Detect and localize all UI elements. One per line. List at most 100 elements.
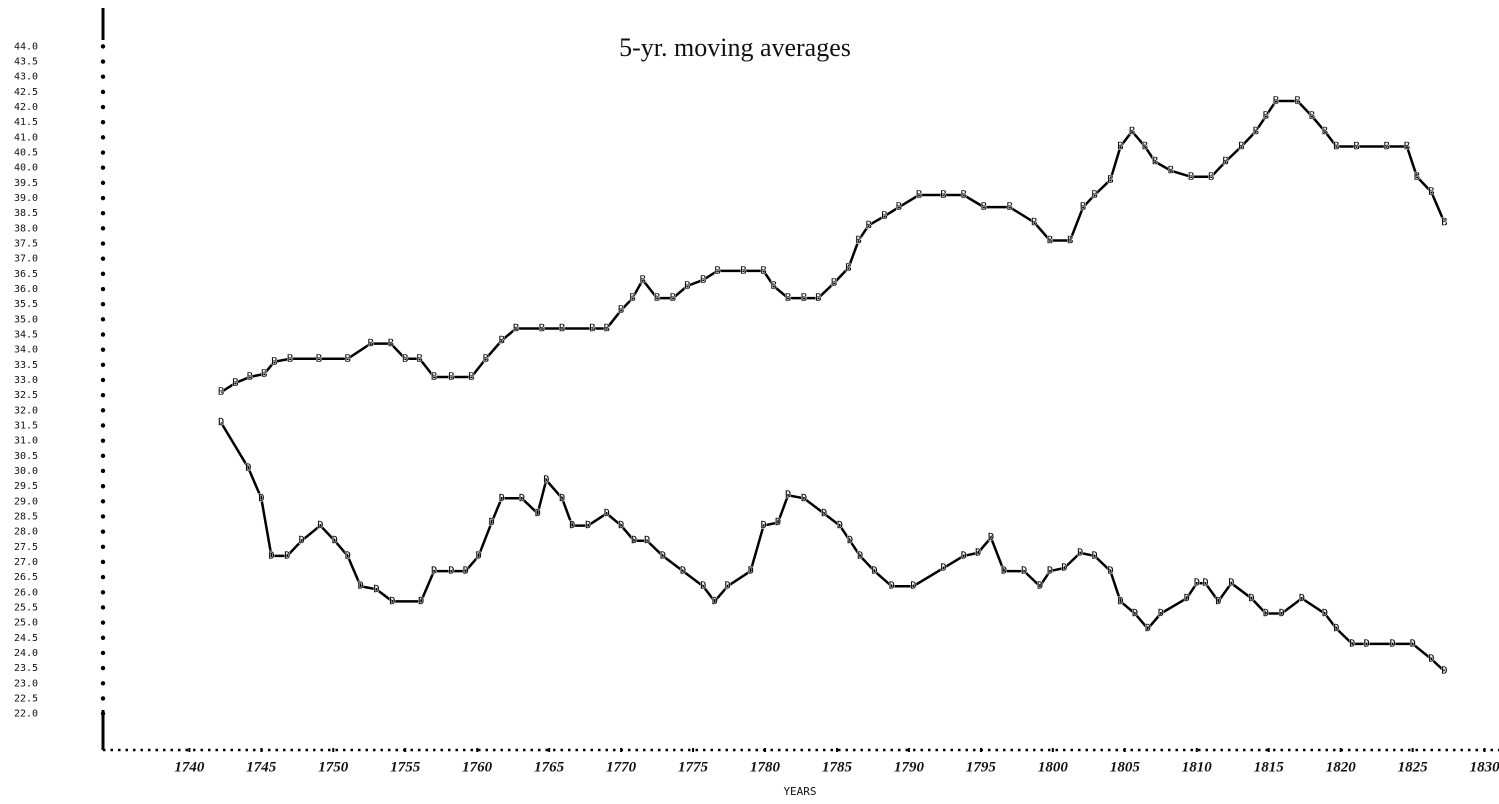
point-marker: D	[975, 546, 982, 559]
y-tick-label: 37.0	[14, 254, 38, 265]
y-tick-mark	[100, 711, 106, 716]
x-tick-label: 1750	[318, 759, 349, 775]
point-marker: D	[1091, 549, 1098, 562]
point-marker: D	[724, 579, 731, 592]
y-tick-label: 33.0	[14, 375, 38, 386]
y-tick-mark	[100, 681, 106, 686]
point-marker: B	[654, 291, 661, 304]
point-marker: B	[1404, 139, 1411, 152]
y-tick-mark	[100, 89, 106, 95]
point-marker: D	[518, 491, 525, 504]
point-marker: D	[1157, 607, 1164, 620]
point-marker: D	[268, 549, 275, 562]
point-marker: D	[1021, 564, 1028, 577]
point-marker: D	[821, 506, 828, 519]
point-marker: B	[498, 334, 505, 347]
point-marker: B	[760, 264, 767, 277]
y-tick-label: 28.5	[14, 511, 38, 522]
point-marker: B	[1333, 139, 1340, 152]
point-marker: D	[1183, 591, 1190, 604]
point-marker: D	[1047, 564, 1054, 577]
y-tick-label: 27.0	[14, 557, 38, 568]
point-marker: D	[775, 516, 782, 529]
point-marker: B	[416, 352, 423, 365]
y-tick-mark	[100, 468, 106, 474]
point-marker: D	[258, 491, 265, 504]
point-marker: D	[475, 549, 482, 562]
point-marker: B	[539, 321, 546, 334]
point-marker: D	[245, 461, 252, 474]
y-tick-label: 40.5	[14, 148, 38, 159]
x-tick-label: 1755	[390, 759, 421, 775]
y-tick-mark	[100, 210, 106, 216]
point-marker: B	[603, 321, 610, 334]
y-tick-label: 30.0	[14, 466, 38, 477]
y-tick-mark	[100, 74, 106, 79]
point-marker: D	[1299, 591, 1306, 604]
point-marker: B	[1238, 139, 1245, 152]
point-marker: B	[940, 188, 947, 201]
x-tick-label: 1785	[822, 759, 853, 775]
point-marker: B	[1152, 155, 1159, 168]
y-tick-mark	[100, 256, 106, 261]
y-tick-label: 35.5	[14, 299, 38, 310]
point-marker: D	[431, 564, 438, 577]
y-tick-label: 29.5	[14, 481, 38, 492]
y-tick-mark	[100, 120, 106, 125]
y-tick-label: 39.5	[14, 178, 38, 189]
point-marker: D	[1193, 576, 1200, 589]
point-marker: D	[1441, 664, 1448, 677]
point-marker: B	[618, 303, 625, 316]
point-marker: B	[815, 291, 822, 304]
x-tick-label: 1740	[174, 759, 205, 775]
point-marker: D	[1107, 564, 1114, 577]
point-marker: D	[1202, 576, 1209, 589]
y-tick-label: 42.5	[14, 87, 38, 98]
point-marker: B	[1294, 94, 1301, 107]
point-marker: D	[847, 534, 854, 547]
y-tick-label: 41.5	[14, 117, 38, 128]
point-marker: B	[714, 264, 721, 277]
y-tick-mark	[100, 483, 106, 489]
point-marker: B	[261, 367, 268, 380]
point-marker: B	[700, 273, 707, 286]
point-marker: D	[218, 415, 225, 428]
point-marker: D	[644, 534, 651, 547]
point-marker: D	[1322, 607, 1329, 620]
point-marker: D	[357, 579, 364, 592]
point-marker: D	[1001, 564, 1008, 577]
point-marker: D	[1278, 607, 1285, 620]
y-tick-mark	[100, 332, 106, 337]
x-tick-label: 1790	[894, 759, 925, 775]
point-marker: D	[418, 594, 425, 607]
point-marker: B	[1091, 188, 1098, 201]
point-marker: D	[317, 519, 324, 532]
point-marker: B	[1031, 215, 1038, 228]
point-marker: B	[513, 321, 520, 334]
point-marker: D	[631, 534, 638, 547]
point-marker: B	[1428, 185, 1435, 198]
point-marker: D	[940, 561, 947, 574]
point-marker: B	[1168, 164, 1175, 177]
y-tick-label: 32.5	[14, 390, 38, 401]
point-marker: B	[1263, 109, 1270, 122]
point-marker: D	[1117, 594, 1124, 607]
y-tick-label: 26.0	[14, 587, 38, 598]
point-marker: D	[462, 564, 469, 577]
point-marker: D	[498, 491, 505, 504]
point-marker: D	[1428, 652, 1435, 665]
y-tick-mark	[100, 104, 106, 110]
point-marker: D	[760, 519, 767, 532]
y-tick-label: 24.5	[14, 633, 38, 644]
point-marker: D	[857, 549, 864, 562]
x-tick-label: 1775	[678, 759, 709, 775]
y-tick-label: 39.0	[14, 193, 38, 204]
point-marker: D	[747, 564, 754, 577]
point-marker: B	[639, 273, 646, 286]
y-tick-mark	[100, 392, 106, 398]
point-marker: D	[344, 549, 351, 562]
point-marker: B	[1441, 215, 1448, 228]
y-tick-mark	[100, 423, 106, 428]
x-tick-label: 1810	[1182, 759, 1213, 775]
